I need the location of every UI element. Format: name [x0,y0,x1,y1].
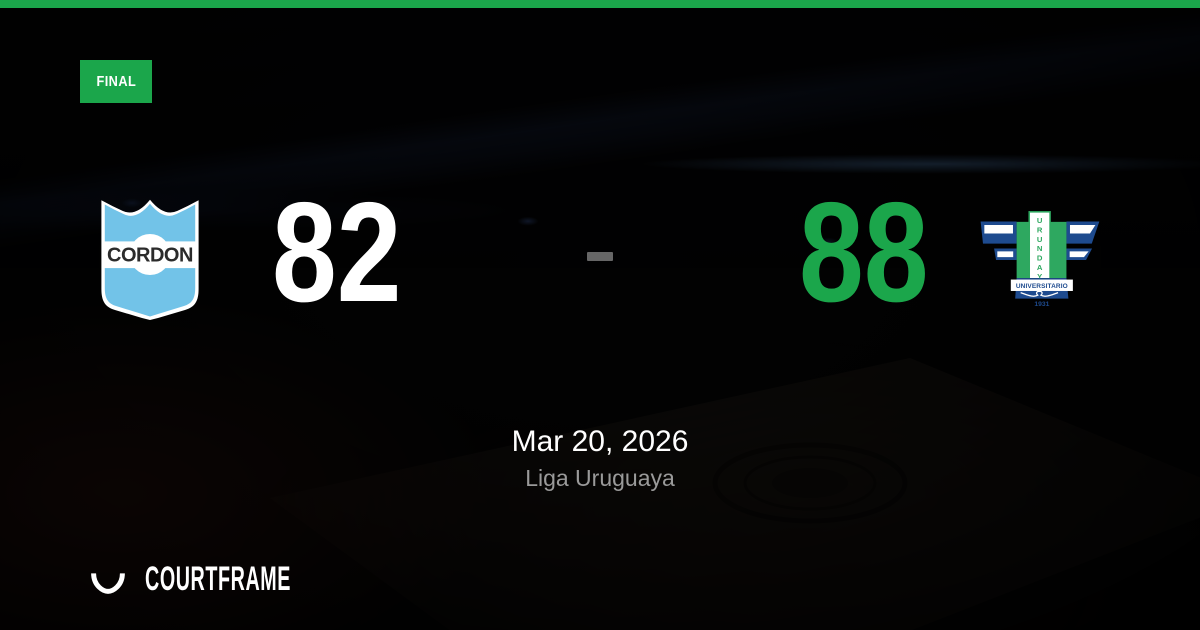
svg-text:R: R [1037,225,1043,234]
svg-text:N: N [1037,244,1043,253]
svg-text:D: D [1037,253,1043,262]
svg-text:1931: 1931 [1034,301,1049,308]
svg-text:CORDON: CORDON [107,245,193,267]
svg-text:U: U [1037,235,1043,244]
svg-text:U: U [1037,216,1043,225]
svg-text:UNIVERSITARIO: UNIVERSITARIO [1016,283,1068,290]
svg-text:A: A [1037,263,1043,272]
